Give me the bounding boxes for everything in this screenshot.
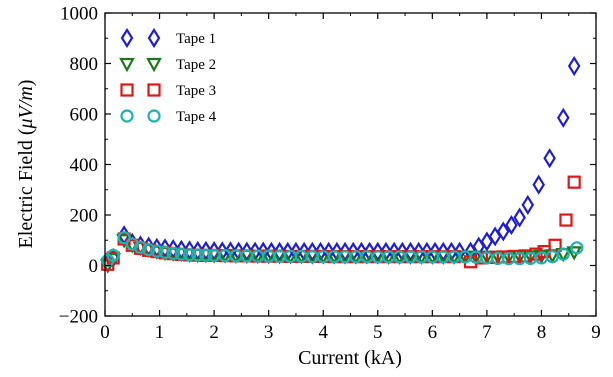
x-tick-label: 1 [155, 322, 165, 343]
legend-entry-tape-3: Tape 3 [120, 83, 216, 99]
y-tick-label: 400 [70, 155, 99, 176]
point-tape-1-27 [314, 241, 327, 262]
point-tape-1-25 [297, 241, 311, 262]
point-tape-1-51 [513, 207, 526, 228]
point-tape-4-46 [556, 247, 570, 261]
x-tick-label: 3 [264, 322, 274, 343]
point-tape-1-34 [371, 241, 385, 262]
point-tape-1-54 [543, 148, 556, 169]
y-tick-label: 1000 [60, 4, 98, 25]
legend-marker-tape-2-left [119, 57, 135, 73]
point-tape-1-33 [363, 241, 376, 262]
legend-label-tape-1: Tape 1 [176, 31, 216, 47]
point-tape-4-9 [166, 246, 180, 260]
point-tape-1-29 [330, 241, 344, 262]
x-tick-label: 0 [100, 322, 110, 343]
y-tick-label: 0 [89, 256, 99, 277]
legend-entry-tape-1: Tape 1 [120, 27, 216, 49]
point-tape-1-38 [404, 241, 417, 262]
point-tape-4-5 [133, 240, 148, 254]
point-tape-1-53 [532, 174, 546, 195]
legend-label-tape-4: Tape 4 [176, 109, 217, 125]
point-tape-1-50 [505, 215, 518, 236]
point-tape-1-31 [346, 241, 360, 262]
point-tape-1-26 [306, 241, 319, 262]
point-tape-1-52 [521, 194, 535, 215]
y-axis-label-unit: V/m [15, 86, 37, 118]
y-tick-label: 200 [70, 206, 99, 227]
plot-marks [99, 55, 584, 274]
x-tick-label: 4 [318, 322, 328, 343]
x-tick-label: 7 [482, 322, 492, 343]
point-tape-3-46 [559, 213, 573, 227]
point-tape-4-3 [117, 231, 131, 245]
x-tick-label: 2 [209, 322, 219, 343]
legend-label-tape-3: Tape 3 [176, 83, 216, 99]
legend-label-tape-2: Tape 2 [176, 57, 216, 73]
legend-entry-tape-2: Tape 2 [119, 57, 216, 73]
x-tick-label: 5 [373, 322, 383, 343]
x-tick-label: 6 [428, 322, 438, 343]
point-tape-1-30 [338, 241, 352, 262]
legend-entry-tape-4: Tape 4 [120, 109, 217, 125]
point-tape-4-6 [142, 242, 156, 257]
point-tape-4-47 [570, 241, 584, 255]
point-tape-1-55 [556, 107, 570, 128]
legend-marker-tape-3-right [147, 83, 161, 97]
legend-marker-tape-3-left [120, 83, 134, 97]
point-tape-4-7 [150, 244, 164, 258]
point-tape-4-13 [199, 248, 213, 262]
point-tape-1-49 [496, 221, 510, 242]
legend: Tape 1 Tape 2 Tape 3 Tape 4 [119, 27, 217, 125]
legend-marker-tape-1-right [147, 27, 161, 49]
point-tape-3-47 [567, 175, 581, 189]
legend-marker-tape-4-left [120, 109, 134, 123]
legend-marker-tape-4-right [147, 109, 161, 123]
point-tape-4-2 [106, 248, 120, 262]
point-tape-4-8 [158, 245, 172, 259]
y-axis-label: Electric Field (μV/m) [15, 80, 37, 249]
point-tape-1-23 [281, 241, 295, 262]
y-tick-label: −200 [59, 307, 98, 328]
y-tick-label: 600 [70, 105, 99, 126]
y-axis-label-prefix: Electric Field ( [15, 128, 37, 248]
point-tape-1-42 [436, 241, 450, 262]
point-tape-1-48 [488, 226, 502, 247]
point-tape-1-47 [480, 231, 494, 252]
legend-marker-tape-1-left [120, 27, 134, 49]
point-tape-4-11 [182, 248, 197, 262]
point-tape-1-19 [248, 241, 262, 262]
legend-marker-tape-2-right [146, 57, 162, 73]
x-tick-label: 8 [537, 322, 547, 343]
y-tick-label: 800 [70, 54, 99, 75]
point-tape-4-10 [174, 247, 188, 261]
point-tape-1-46 [472, 236, 486, 257]
point-tape-1-56 [567, 55, 581, 77]
point-tape-4-12 [191, 248, 205, 262]
x-axis-label: Current (kA) [298, 347, 402, 369]
y-axis-label-suffix: ) [15, 80, 37, 87]
y-axis-label-mu: μ [15, 118, 37, 129]
point-tape-4-4 [125, 237, 139, 251]
x-tick-label: 9 [591, 322, 601, 343]
